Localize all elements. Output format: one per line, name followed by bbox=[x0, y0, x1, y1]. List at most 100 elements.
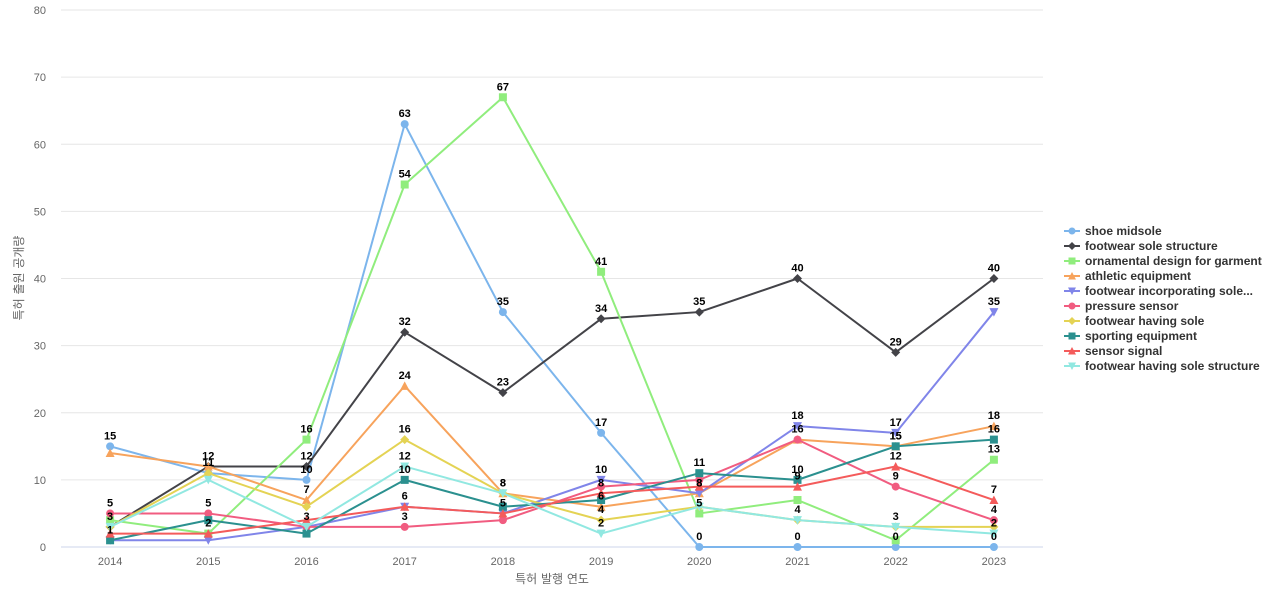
data-label: 4 bbox=[794, 504, 801, 516]
y-tick-label: 10 bbox=[34, 475, 46, 487]
data-point bbox=[597, 496, 606, 505]
x-tick-label: 2020 bbox=[687, 556, 711, 568]
legend-label: shoe midsole bbox=[1085, 224, 1162, 238]
data-point bbox=[793, 274, 802, 283]
series-group bbox=[106, 93, 998, 545]
data-label: 12 bbox=[202, 450, 214, 462]
x-tick-label: 2023 bbox=[982, 556, 1006, 568]
legend-item[interactable]: footwear having sole bbox=[1064, 314, 1205, 328]
data-label: 10 bbox=[791, 464, 803, 476]
data-point bbox=[498, 502, 507, 511]
data-label: 18 bbox=[791, 410, 803, 422]
x-axis-ticks: 2014 2015 2016 2017 2018 2019 2020 2021 2022 2023 bbox=[98, 556, 1006, 568]
data-point bbox=[203, 536, 213, 545]
data-label: 10 bbox=[595, 464, 607, 476]
y-tick-label: 30 bbox=[34, 341, 46, 353]
data-label: 54 bbox=[399, 169, 412, 181]
data-label: 0 bbox=[794, 531, 800, 543]
data-label: 17 bbox=[890, 417, 902, 429]
legend-symbol bbox=[1068, 257, 1076, 265]
data-point bbox=[694, 489, 704, 498]
data-point bbox=[105, 448, 115, 458]
data-point bbox=[793, 482, 802, 491]
legend-item[interactable]: footwear sole structure bbox=[1064, 239, 1218, 253]
data-label: 40 bbox=[791, 263, 803, 275]
data-point bbox=[989, 522, 999, 532]
legend-item[interactable]: footwear incorporating sole... bbox=[1064, 284, 1253, 298]
data-point bbox=[498, 308, 507, 317]
data-label: 1 bbox=[107, 524, 113, 536]
data-label: 3 bbox=[107, 511, 113, 523]
data-label: 2 bbox=[991, 518, 997, 530]
data-point bbox=[597, 267, 606, 276]
legend-label: footwear incorporating sole... bbox=[1085, 284, 1253, 298]
legend-item[interactable]: ornamental design for garment bbox=[1064, 254, 1262, 268]
legend-item[interactable]: pressure sensor bbox=[1064, 299, 1179, 313]
data-point bbox=[400, 120, 409, 129]
data-label: 3 bbox=[402, 511, 408, 523]
series-line bbox=[109, 465, 994, 535]
data-point bbox=[695, 543, 704, 551]
legend-symbol bbox=[1068, 242, 1076, 250]
data-point bbox=[694, 502, 704, 512]
data-label: 15 bbox=[890, 430, 902, 442]
legend-symbol bbox=[1068, 317, 1076, 325]
series-line bbox=[109, 384, 995, 508]
legend-symbol bbox=[1068, 287, 1076, 295]
data-label: 3 bbox=[893, 511, 899, 523]
data-point bbox=[597, 482, 606, 491]
legend-item[interactable]: sporting equipment bbox=[1064, 329, 1197, 343]
data-label: 8 bbox=[500, 477, 506, 489]
data-label: 8 bbox=[696, 477, 702, 489]
series-line bbox=[110, 465, 995, 535]
data-point bbox=[498, 388, 508, 398]
x-tick-label: 2015 bbox=[196, 556, 220, 568]
data-point bbox=[498, 489, 508, 498]
data-label: 8 bbox=[598, 477, 604, 489]
data-label: 35 bbox=[693, 296, 705, 308]
y-tick-label: 0 bbox=[40, 542, 46, 554]
data-point bbox=[891, 347, 901, 357]
data-point bbox=[498, 508, 508, 518]
series-group bbox=[105, 461, 999, 538]
data-point bbox=[400, 475, 409, 484]
data-point bbox=[695, 509, 704, 518]
data-label: 11 bbox=[202, 457, 214, 469]
x-tick-label: 2022 bbox=[883, 556, 907, 568]
data-point bbox=[989, 543, 998, 551]
data-label: 15 bbox=[104, 430, 116, 442]
data-point bbox=[302, 495, 311, 505]
series-group bbox=[105, 462, 999, 539]
data-label: 0 bbox=[991, 531, 997, 543]
legend-item[interactable]: athletic equipment bbox=[1064, 269, 1191, 283]
data-point bbox=[203, 475, 213, 485]
data-label: 34 bbox=[595, 303, 608, 315]
data-point bbox=[596, 314, 606, 324]
data-label: 4 bbox=[991, 504, 998, 516]
legend-item[interactable]: footwear having sole structure bbox=[1064, 359, 1260, 373]
data-label: 16 bbox=[791, 424, 803, 436]
data-label: 23 bbox=[497, 377, 509, 389]
data-label: 7 bbox=[303, 484, 309, 496]
data-point bbox=[106, 442, 115, 451]
data-label: 13 bbox=[988, 444, 1000, 456]
data-label: 4 bbox=[598, 504, 605, 516]
data-label: 6 bbox=[598, 491, 604, 503]
data-label: 5 bbox=[500, 497, 506, 509]
data-label: 10 bbox=[300, 464, 312, 476]
data-point bbox=[989, 421, 999, 431]
data-label: 12 bbox=[399, 450, 411, 462]
legend-label: sporting equipment bbox=[1085, 329, 1197, 343]
data-point bbox=[793, 496, 802, 505]
data-point bbox=[989, 529, 999, 539]
data-point bbox=[891, 522, 901, 532]
data-point bbox=[106, 516, 115, 525]
data-point bbox=[106, 509, 115, 518]
legend-item[interactable]: shoe midsole bbox=[1064, 224, 1162, 238]
data-label: 2 bbox=[598, 518, 604, 530]
data-point bbox=[793, 475, 802, 484]
data-point bbox=[302, 461, 311, 471]
legend-item[interactable]: sensor signal bbox=[1064, 344, 1162, 358]
